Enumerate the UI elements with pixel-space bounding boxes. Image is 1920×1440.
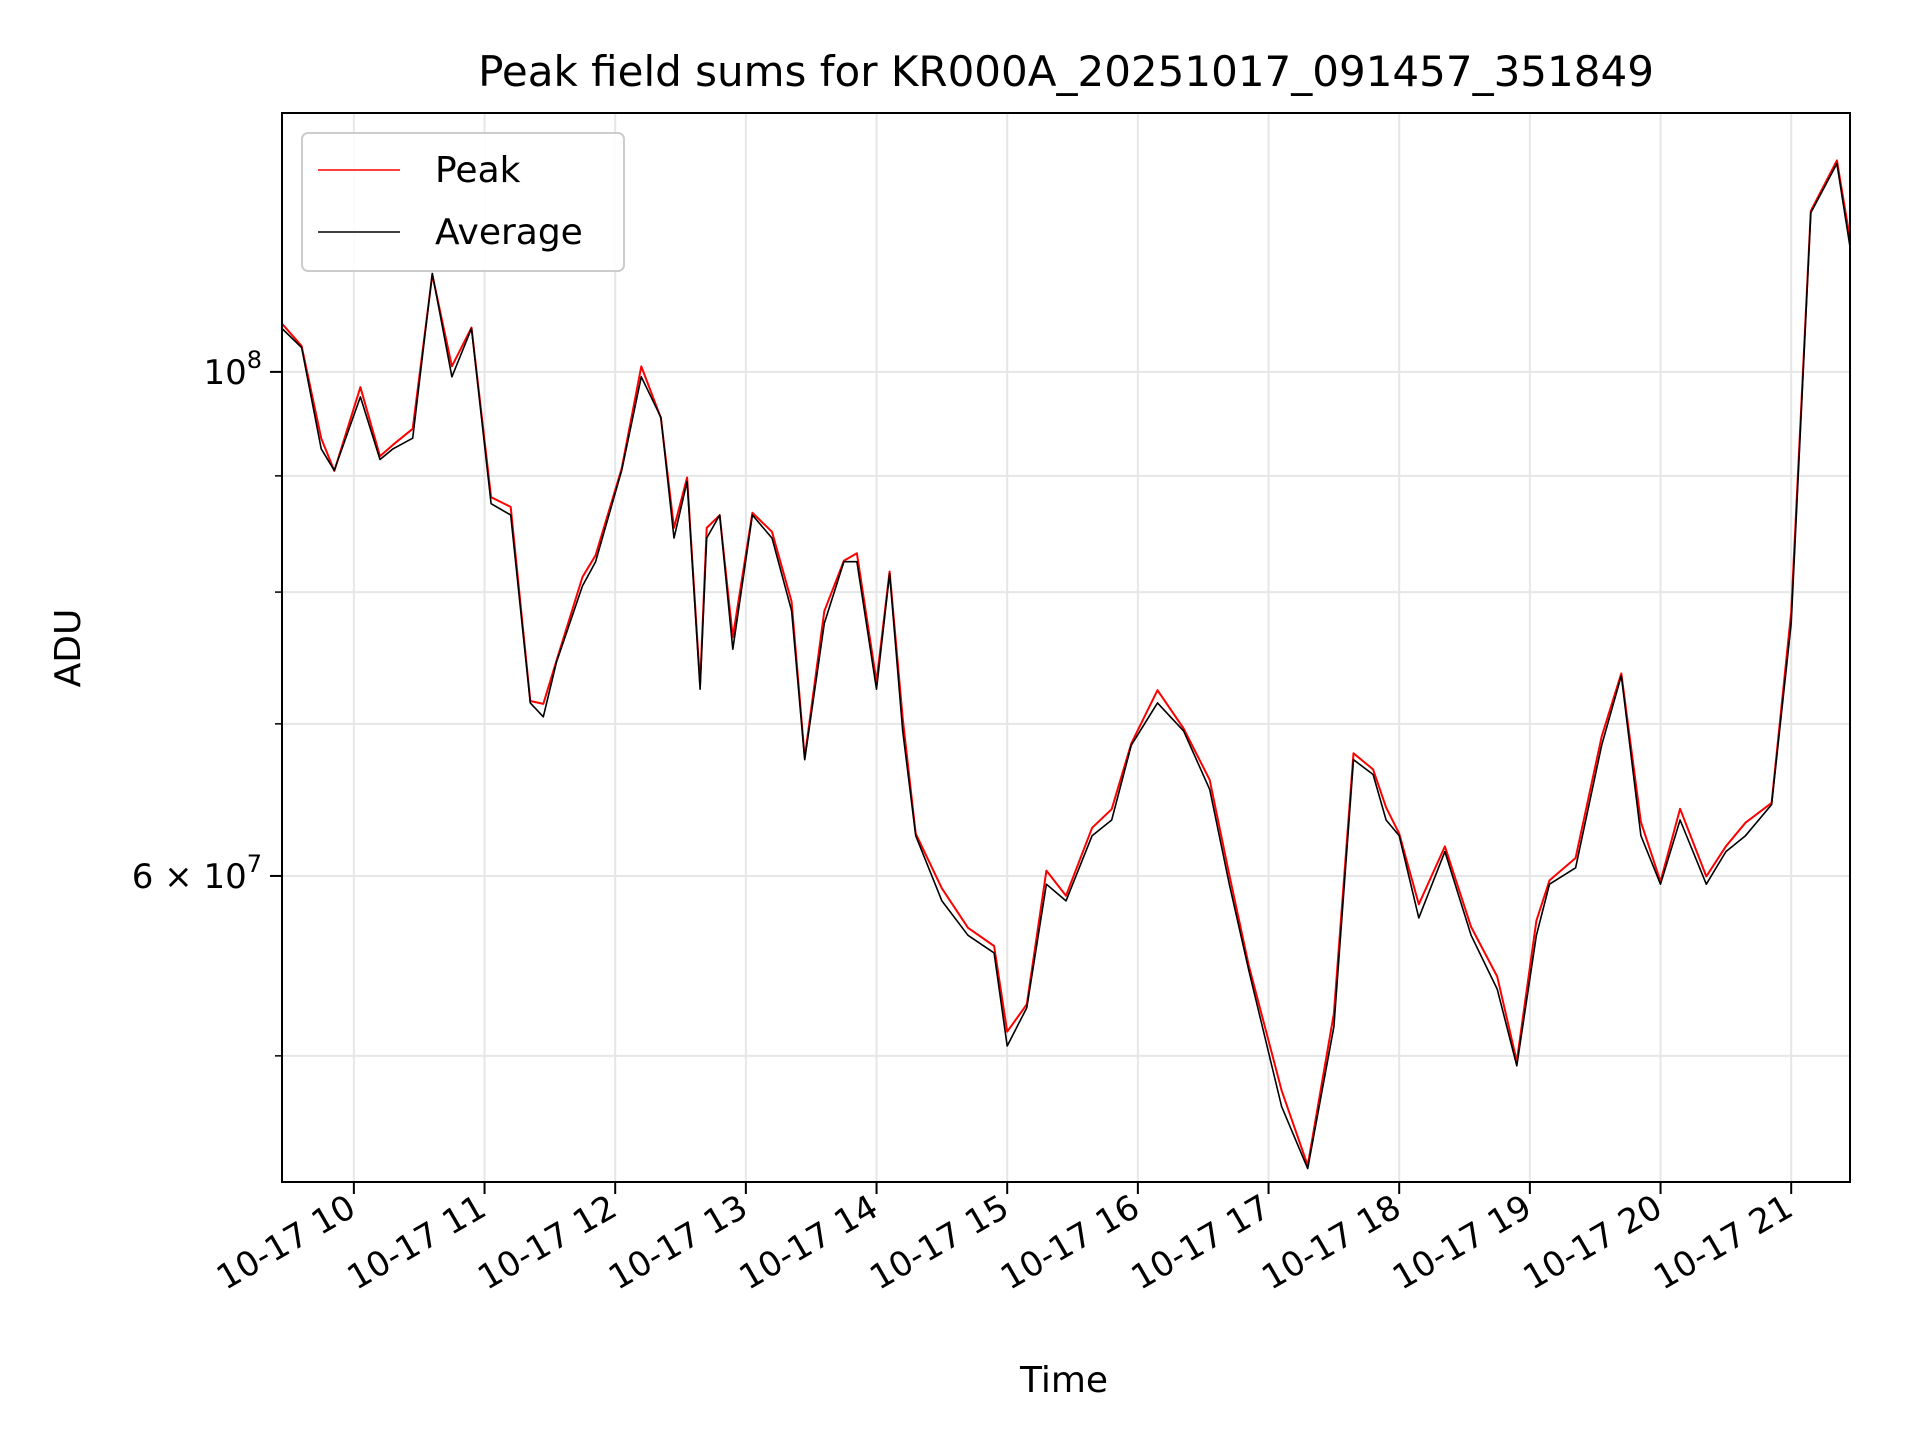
chart-title: Peak field sums for KR000A_20251017_0914… xyxy=(478,47,1654,96)
legend-label-peak: Peak xyxy=(435,150,521,191)
y-axis-label: ADU xyxy=(48,609,89,688)
plot-frame xyxy=(281,112,1851,1183)
legend-label-average: Average xyxy=(435,212,583,253)
x-axis-label: Time xyxy=(1019,1360,1108,1401)
plot-lines xyxy=(281,159,1851,1170)
legend-frame xyxy=(301,132,625,272)
legend: Peak Average xyxy=(301,132,625,272)
y-tick-label: 6 × 107 xyxy=(132,850,262,897)
y-tick-label: 108 xyxy=(203,346,262,393)
grid-lines xyxy=(282,113,1850,1182)
y-axis-ticks: 108 6 × 107 xyxy=(132,346,282,1057)
series-line-average xyxy=(281,162,1851,1170)
series-line-peak xyxy=(281,159,1851,1167)
